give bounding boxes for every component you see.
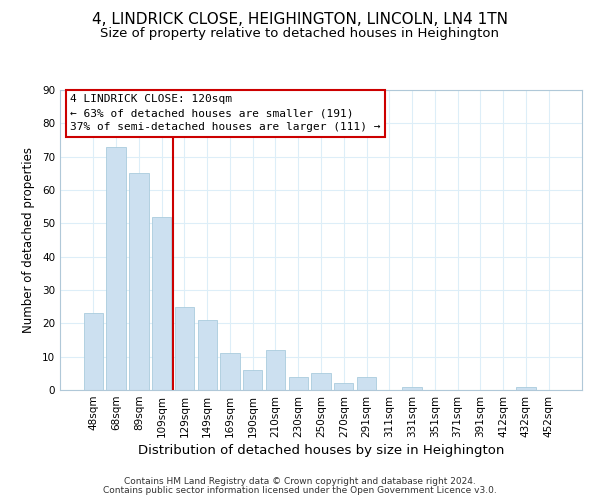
Bar (84, 314, 103, 390)
Bar (197, 320, 217, 390)
Y-axis label: Number of detached properties: Number of detached properties (22, 147, 35, 333)
Text: Size of property relative to detached houses in Heighington: Size of property relative to detached ho… (101, 28, 499, 40)
Bar (403, 386, 422, 390)
Text: 4, LINDRICK CLOSE, HEIGHINGTON, LINCOLN, LN4 1TN: 4, LINDRICK CLOSE, HEIGHINGTON, LINCOLN,… (92, 12, 508, 28)
Bar (129, 174, 149, 390)
X-axis label: Distribution of detached houses by size in Heighington: Distribution of detached houses by size … (138, 444, 504, 457)
Bar (311, 374, 331, 390)
Bar (516, 386, 536, 390)
Bar (152, 216, 172, 390)
Bar (220, 354, 239, 390)
Bar (243, 370, 262, 390)
Text: Contains public sector information licensed under the Open Government Licence v3: Contains public sector information licen… (103, 486, 497, 495)
Bar (334, 384, 353, 390)
Bar (357, 376, 376, 390)
Bar (289, 376, 308, 390)
Bar (175, 306, 194, 390)
Text: Contains HM Land Registry data © Crown copyright and database right 2024.: Contains HM Land Registry data © Crown c… (124, 477, 476, 486)
Text: 4 LINDRICK CLOSE: 120sqm
← 63% of detached houses are smaller (191)
37% of semi-: 4 LINDRICK CLOSE: 120sqm ← 63% of detach… (70, 94, 381, 132)
Bar (266, 350, 285, 390)
Bar (106, 146, 126, 390)
